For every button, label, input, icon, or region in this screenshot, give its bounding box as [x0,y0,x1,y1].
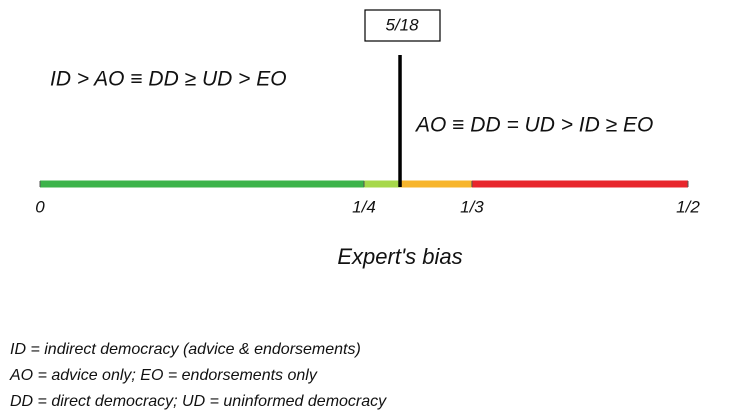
axis-segment [40,180,364,188]
tick-label: 1/4 [352,197,376,216]
right-ranking: AO ≡ DD = UD > ID ≥ EO [414,114,653,137]
axis-segment [400,180,472,188]
left-ranking: ID > AO ≡ DD ≥ UD > EO [50,68,287,91]
tick-label: 1/2 [676,197,700,216]
legend-line: AO = advice only; EO = endorsements only [9,367,318,384]
axis-segment [364,180,401,188]
tick-label: 1/3 [460,197,484,216]
marker-box [364,9,441,42]
marker-label: 5/18 [385,15,419,34]
axis-label: Expert's bias [337,244,462,269]
axis-segment [471,180,688,188]
legend-line: DD = direct democracy; UD = uninformed d… [10,393,387,410]
legend-line: ID = indirect democracy (advice & endors… [10,341,361,358]
tick-label: 0 [35,197,45,216]
